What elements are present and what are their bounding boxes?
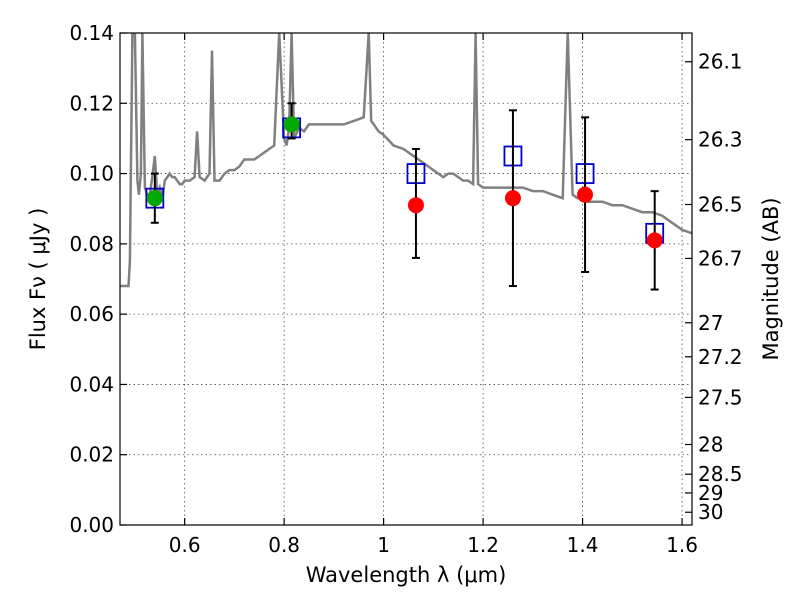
- mag-tick-label: 28.5: [698, 462, 743, 486]
- y-tick-label: 0.12: [69, 91, 114, 115]
- mag-tick-label: 29: [698, 481, 723, 505]
- y-tick-label: 0.04: [69, 372, 114, 396]
- y-tick-label: 0.06: [69, 302, 114, 326]
- mag-tick-label: 27.5: [698, 385, 743, 409]
- mag-tick-label: 26.7: [698, 246, 743, 270]
- y-tick-label: 0.08: [69, 232, 114, 256]
- plot-layer: [120, 33, 692, 291]
- mag-tick-label: 28: [698, 432, 723, 456]
- y-axis-label: Flux Fν ( μJy ): [26, 208, 50, 351]
- mag-tick-label: 26.5: [698, 192, 743, 216]
- spectrum-line: [120, 33, 692, 288]
- x-tick-label: 1.4: [567, 533, 599, 557]
- x-tick-label: 0.8: [268, 533, 300, 557]
- y-tick-label: 0.00: [69, 513, 114, 537]
- y-axis-right-label: Magnitude (AB): [759, 197, 783, 360]
- plot-frame: [119, 32, 693, 526]
- observed-point: [407, 197, 424, 214]
- x-tick-label: 0.6: [169, 533, 201, 557]
- mag-tick-label: 27: [698, 311, 723, 335]
- observed-point: [577, 186, 594, 203]
- x-tick-label: 1.6: [666, 533, 698, 557]
- x-tick-label: 1: [377, 533, 390, 557]
- mag-tick-label: 30: [698, 500, 723, 524]
- observed-point: [646, 232, 663, 249]
- plot-clip-group: [120, 33, 692, 291]
- mag-tick-label: 26.1: [698, 50, 743, 74]
- x-axis-label: Wavelength λ (μm): [306, 563, 507, 587]
- observed-point: [146, 190, 163, 207]
- y-tick-label: 0.02: [69, 443, 114, 467]
- observed-point: [283, 116, 300, 133]
- x-tick-label: 1.2: [467, 533, 499, 557]
- grid-layer: [120, 32, 692, 526]
- mag-tick-label: 27.2: [698, 345, 743, 369]
- observed-point: [504, 190, 521, 207]
- y-tick-label: 0.10: [69, 162, 114, 186]
- tick-layer: 0.6 0.8 1 1.2 1.4 1.6 0.00 0.02 0.04 0.06 0.08 0.10…: [69, 21, 742, 557]
- mag-tick-label: 26.3: [698, 128, 743, 152]
- y-tick-label: 0.14: [69, 21, 114, 45]
